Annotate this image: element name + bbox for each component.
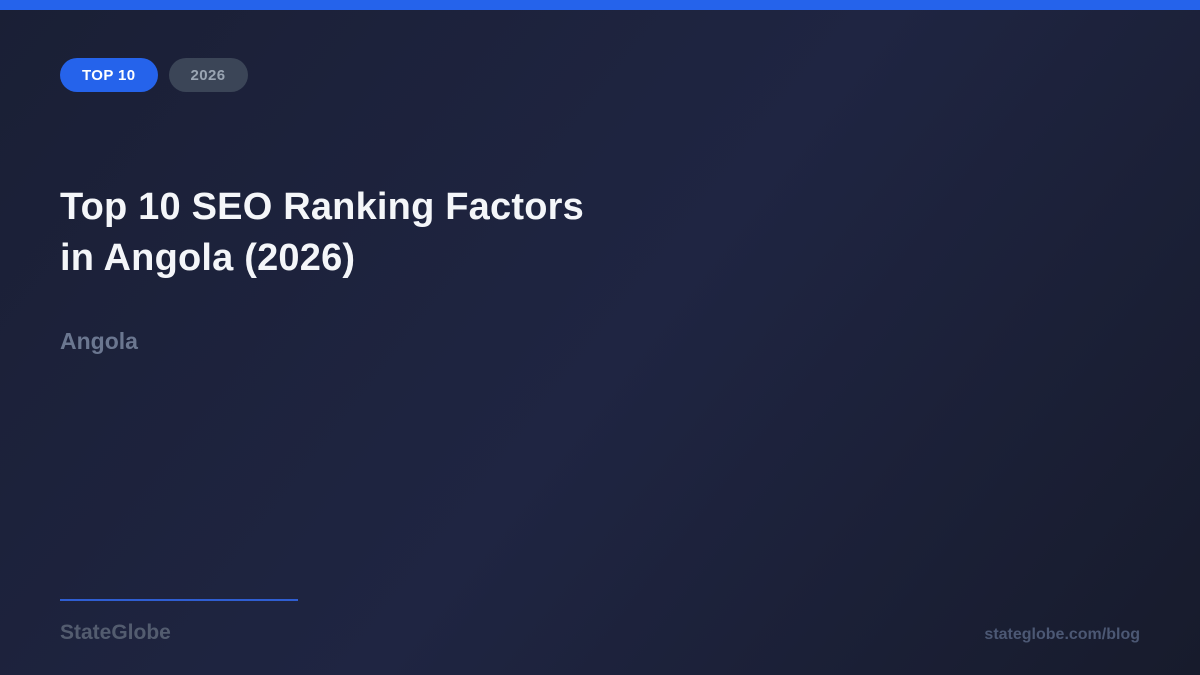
badge-year: 2026: [168, 58, 248, 92]
badge-row: TOP 10 2026: [60, 58, 248, 92]
footer-url: stateglobe.com/blog: [984, 626, 1140, 643]
footer-divider: [60, 599, 298, 601]
badge-top10: TOP 10: [60, 58, 158, 92]
subtitle-country: Angola: [60, 328, 138, 354]
title-line-2: in Angola (2026): [60, 237, 356, 279]
title-line-1: Top 10 SEO Ranking Factors: [60, 186, 584, 228]
brand-name: StateGlobe: [60, 621, 171, 644]
page-title: Top 10 SEO Ranking Factors in Angola (20…: [60, 182, 584, 284]
top-accent-bar: [0, 0, 1200, 10]
